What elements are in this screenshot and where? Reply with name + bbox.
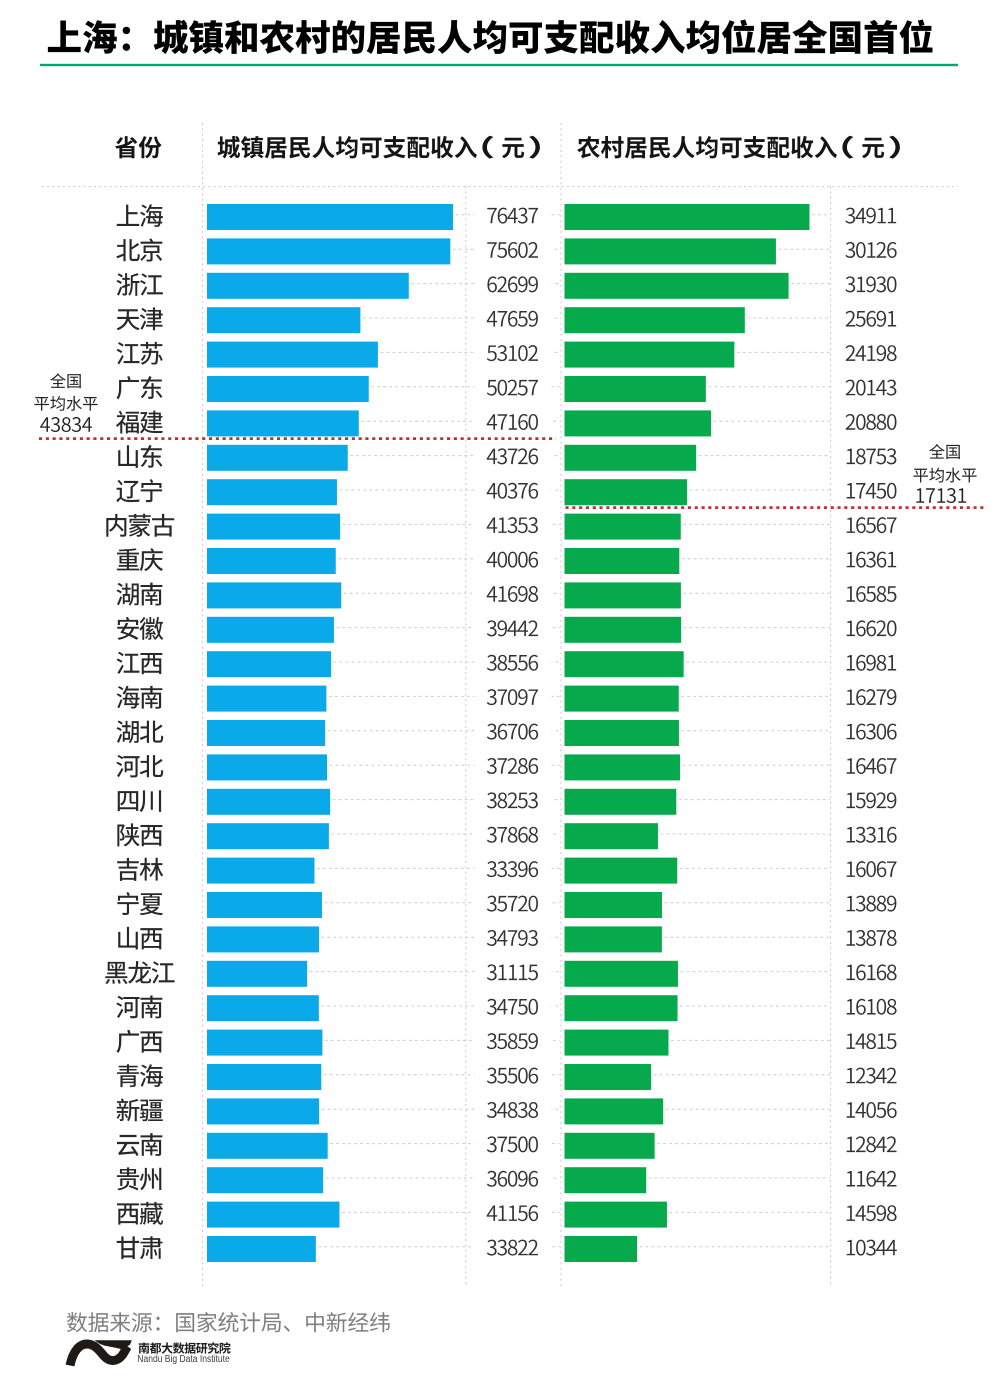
svg-text:Nandu Big Data Institute: Nandu Big Data Institute xyxy=(137,1354,230,1365)
